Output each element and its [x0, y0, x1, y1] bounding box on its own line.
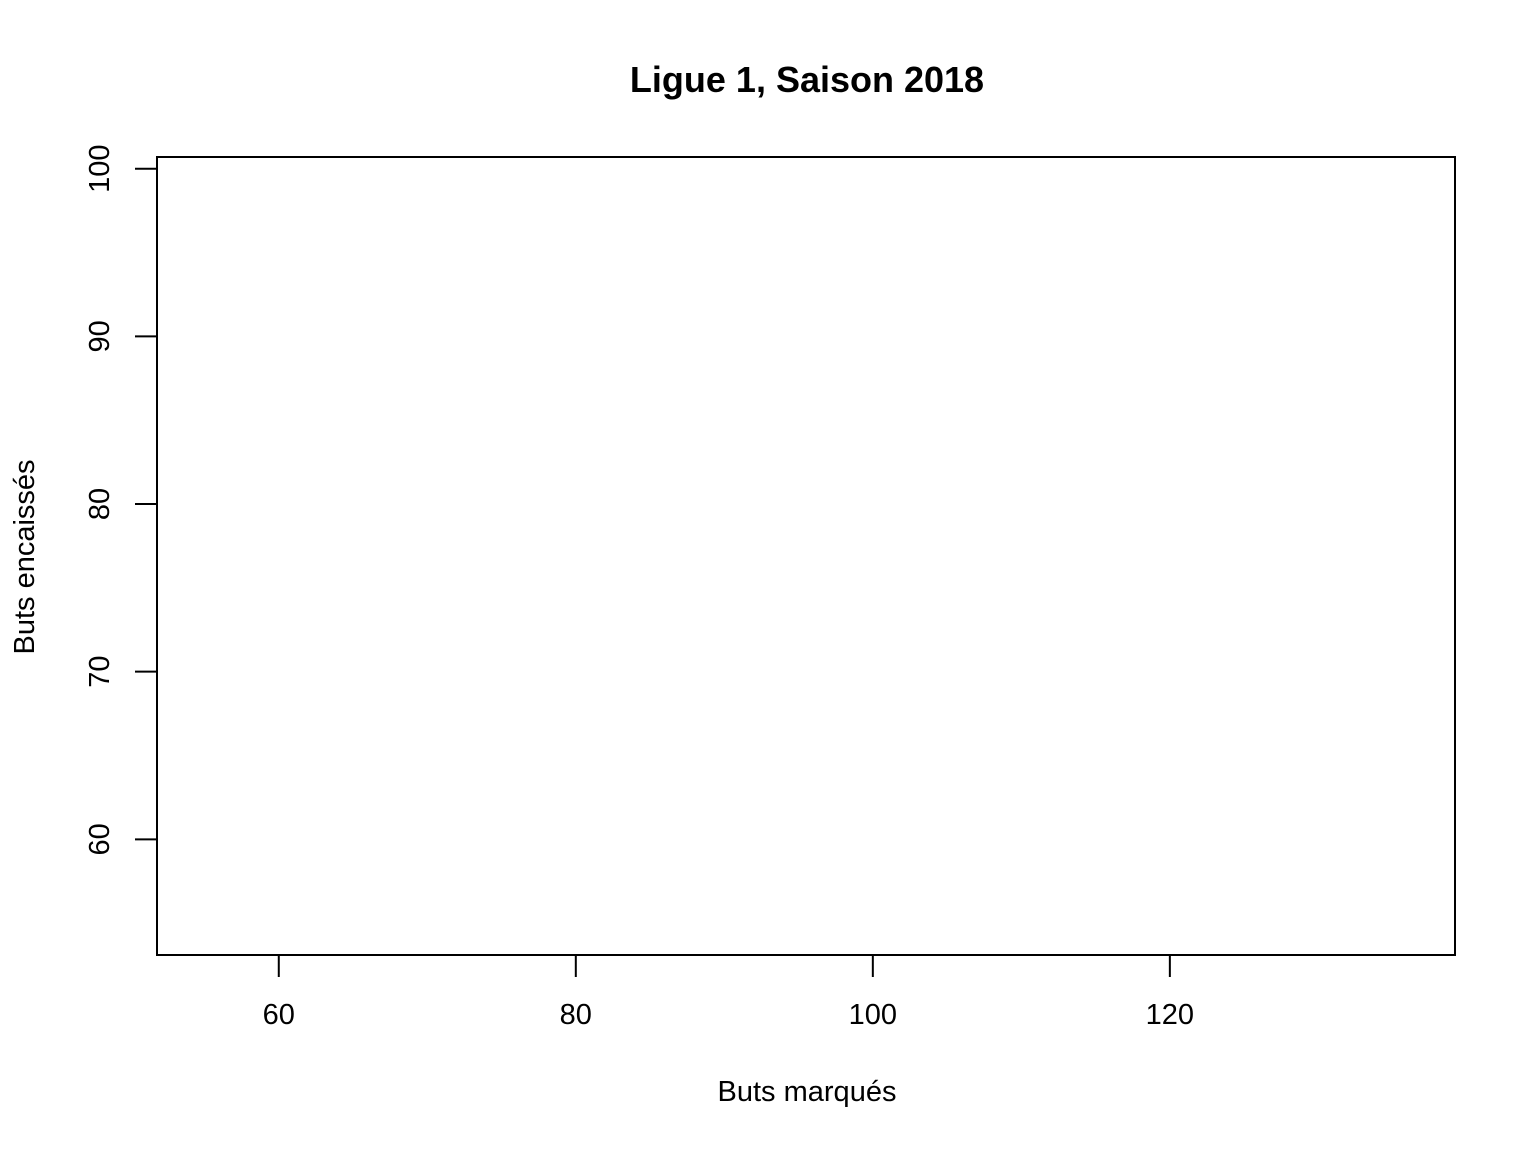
x-tick-label: 120: [1146, 999, 1194, 1031]
x-tick-label: 60: [263, 999, 295, 1031]
y-tick-label: 90: [84, 320, 116, 352]
x-axis-label: Buts marqués: [718, 1076, 897, 1108]
y-tick-label: 80: [84, 488, 116, 520]
y-tick-label: 70: [84, 656, 116, 688]
y-tick-label: 100: [84, 145, 116, 193]
y-axis-label: Buts encaissés: [9, 459, 41, 654]
chart-title: Ligue 1, Saison 2018: [630, 59, 984, 100]
x-tick-label: 80: [560, 999, 592, 1031]
y-axis: 60 70 80 90 100: [84, 145, 158, 855]
x-tick-label: 100: [849, 999, 897, 1031]
x-axis: 60 80 100 120: [263, 954, 1194, 1031]
y-tick-label: 60: [84, 823, 116, 855]
